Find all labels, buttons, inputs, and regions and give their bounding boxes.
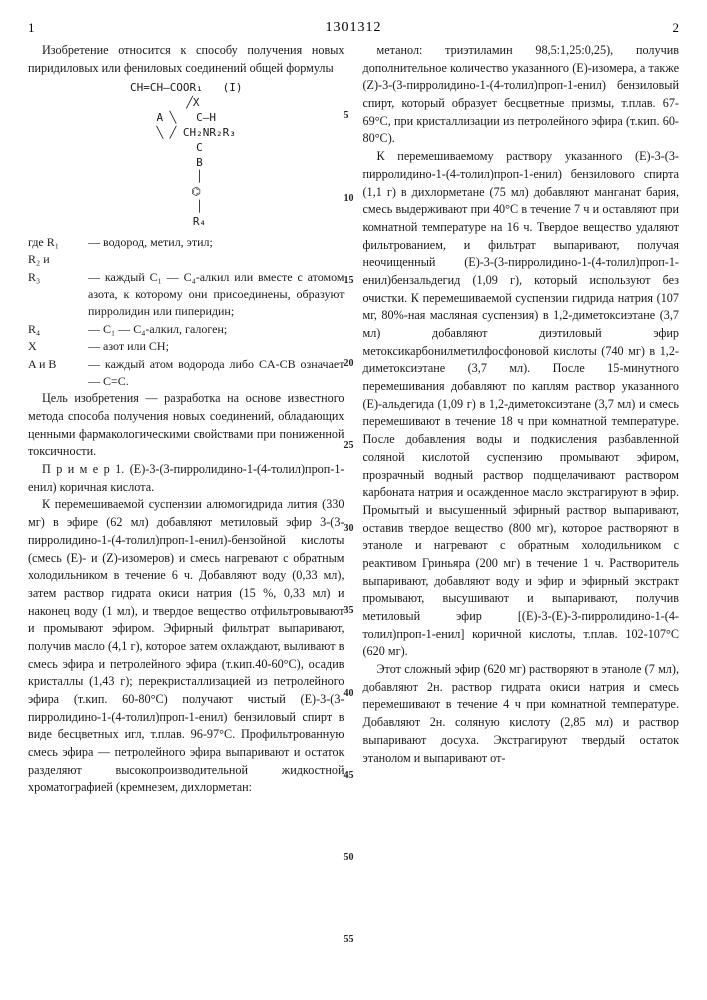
chemical-formula: CH=CH—COOR₁ (I) ╱X A ╲ C—H ╲ ╱ CH₂NR₂R₃ …: [28, 81, 345, 229]
where-row: A и B— каждый атом водорода либо CA-CB о…: [28, 356, 345, 391]
line-marker: 50: [344, 852, 354, 863]
page-num-left: 1: [28, 20, 35, 36]
line-marker: 35: [344, 605, 354, 616]
where-key: X: [28, 338, 88, 355]
line-marker: 45: [344, 770, 354, 781]
columns: Изобретение относится к способу получени…: [28, 42, 679, 797]
line-marker: 30: [344, 523, 354, 534]
where-row: X— азот или CH;: [28, 338, 345, 355]
goal-text: Цель изобретения — разработка на основе …: [28, 390, 345, 461]
line-marker: 15: [344, 275, 354, 286]
where-key: R₃: [28, 269, 88, 321]
where-key: R₄: [28, 321, 88, 338]
line-marker: 20: [344, 358, 354, 369]
line-marker: 55: [344, 934, 354, 945]
patent-number: 1301312: [326, 20, 382, 36]
where-val: — азот или CH;: [88, 338, 345, 355]
where-val: — каждый C₁ — C₄-алкил или вместе с атом…: [88, 269, 345, 321]
where-key: A и B: [28, 356, 88, 391]
line-marker: 5: [344, 110, 349, 121]
where-val: — каждый атом водорода либо CA-CB означа…: [88, 356, 345, 391]
page-num-right: 2: [673, 20, 680, 36]
where-val: [88, 251, 345, 268]
where-row: R₃— каждый C₁ — C₄-алкил или вместе с ат…: [28, 269, 345, 321]
where-key: где R₁: [28, 234, 88, 251]
right-column: метанол: триэтиламин 98,5:1,25:0,25), по…: [363, 42, 680, 797]
page: 1 1301312 2 5 10 15 20 25 30 35 40 45 50 55 Изобре…: [0, 0, 707, 1000]
where-row: R₄— C₁ — C₄-алкил, галоген;: [28, 321, 345, 338]
intro-text: Изобретение относится к способу получени…: [28, 42, 345, 77]
where-val: — водород, метил, этил;: [88, 234, 345, 251]
left-column: Изобретение относится к способу получени…: [28, 42, 345, 797]
line-marker: 25: [344, 440, 354, 451]
where-definitions: где R₁— водород, метил, этил;R₂ иR₃— каж…: [28, 234, 345, 391]
right-body-3: Этот сложный эфир (620 мг) растворяют в …: [363, 661, 680, 767]
line-marker: 40: [344, 688, 354, 699]
right-body-2: К перемешиваемому раствору указанного (E…: [363, 148, 680, 661]
left-body: К перемешиваемой суспензии алюмогидрида …: [28, 496, 345, 797]
where-row: R₂ и: [28, 251, 345, 268]
where-row: где R₁— водород, метил, этил;: [28, 234, 345, 251]
header: 1 1301312 2: [28, 20, 679, 36]
right-body-1: метанол: триэтиламин 98,5:1,25:0,25), по…: [363, 42, 680, 148]
example-title: П р и м е р 1. (E)-3-(3-пирролидино-1-(4…: [28, 461, 345, 496]
where-key: R₂ и: [28, 251, 88, 268]
line-marker: 10: [344, 193, 354, 204]
where-val: — C₁ — C₄-алкил, галоген;: [88, 321, 345, 338]
